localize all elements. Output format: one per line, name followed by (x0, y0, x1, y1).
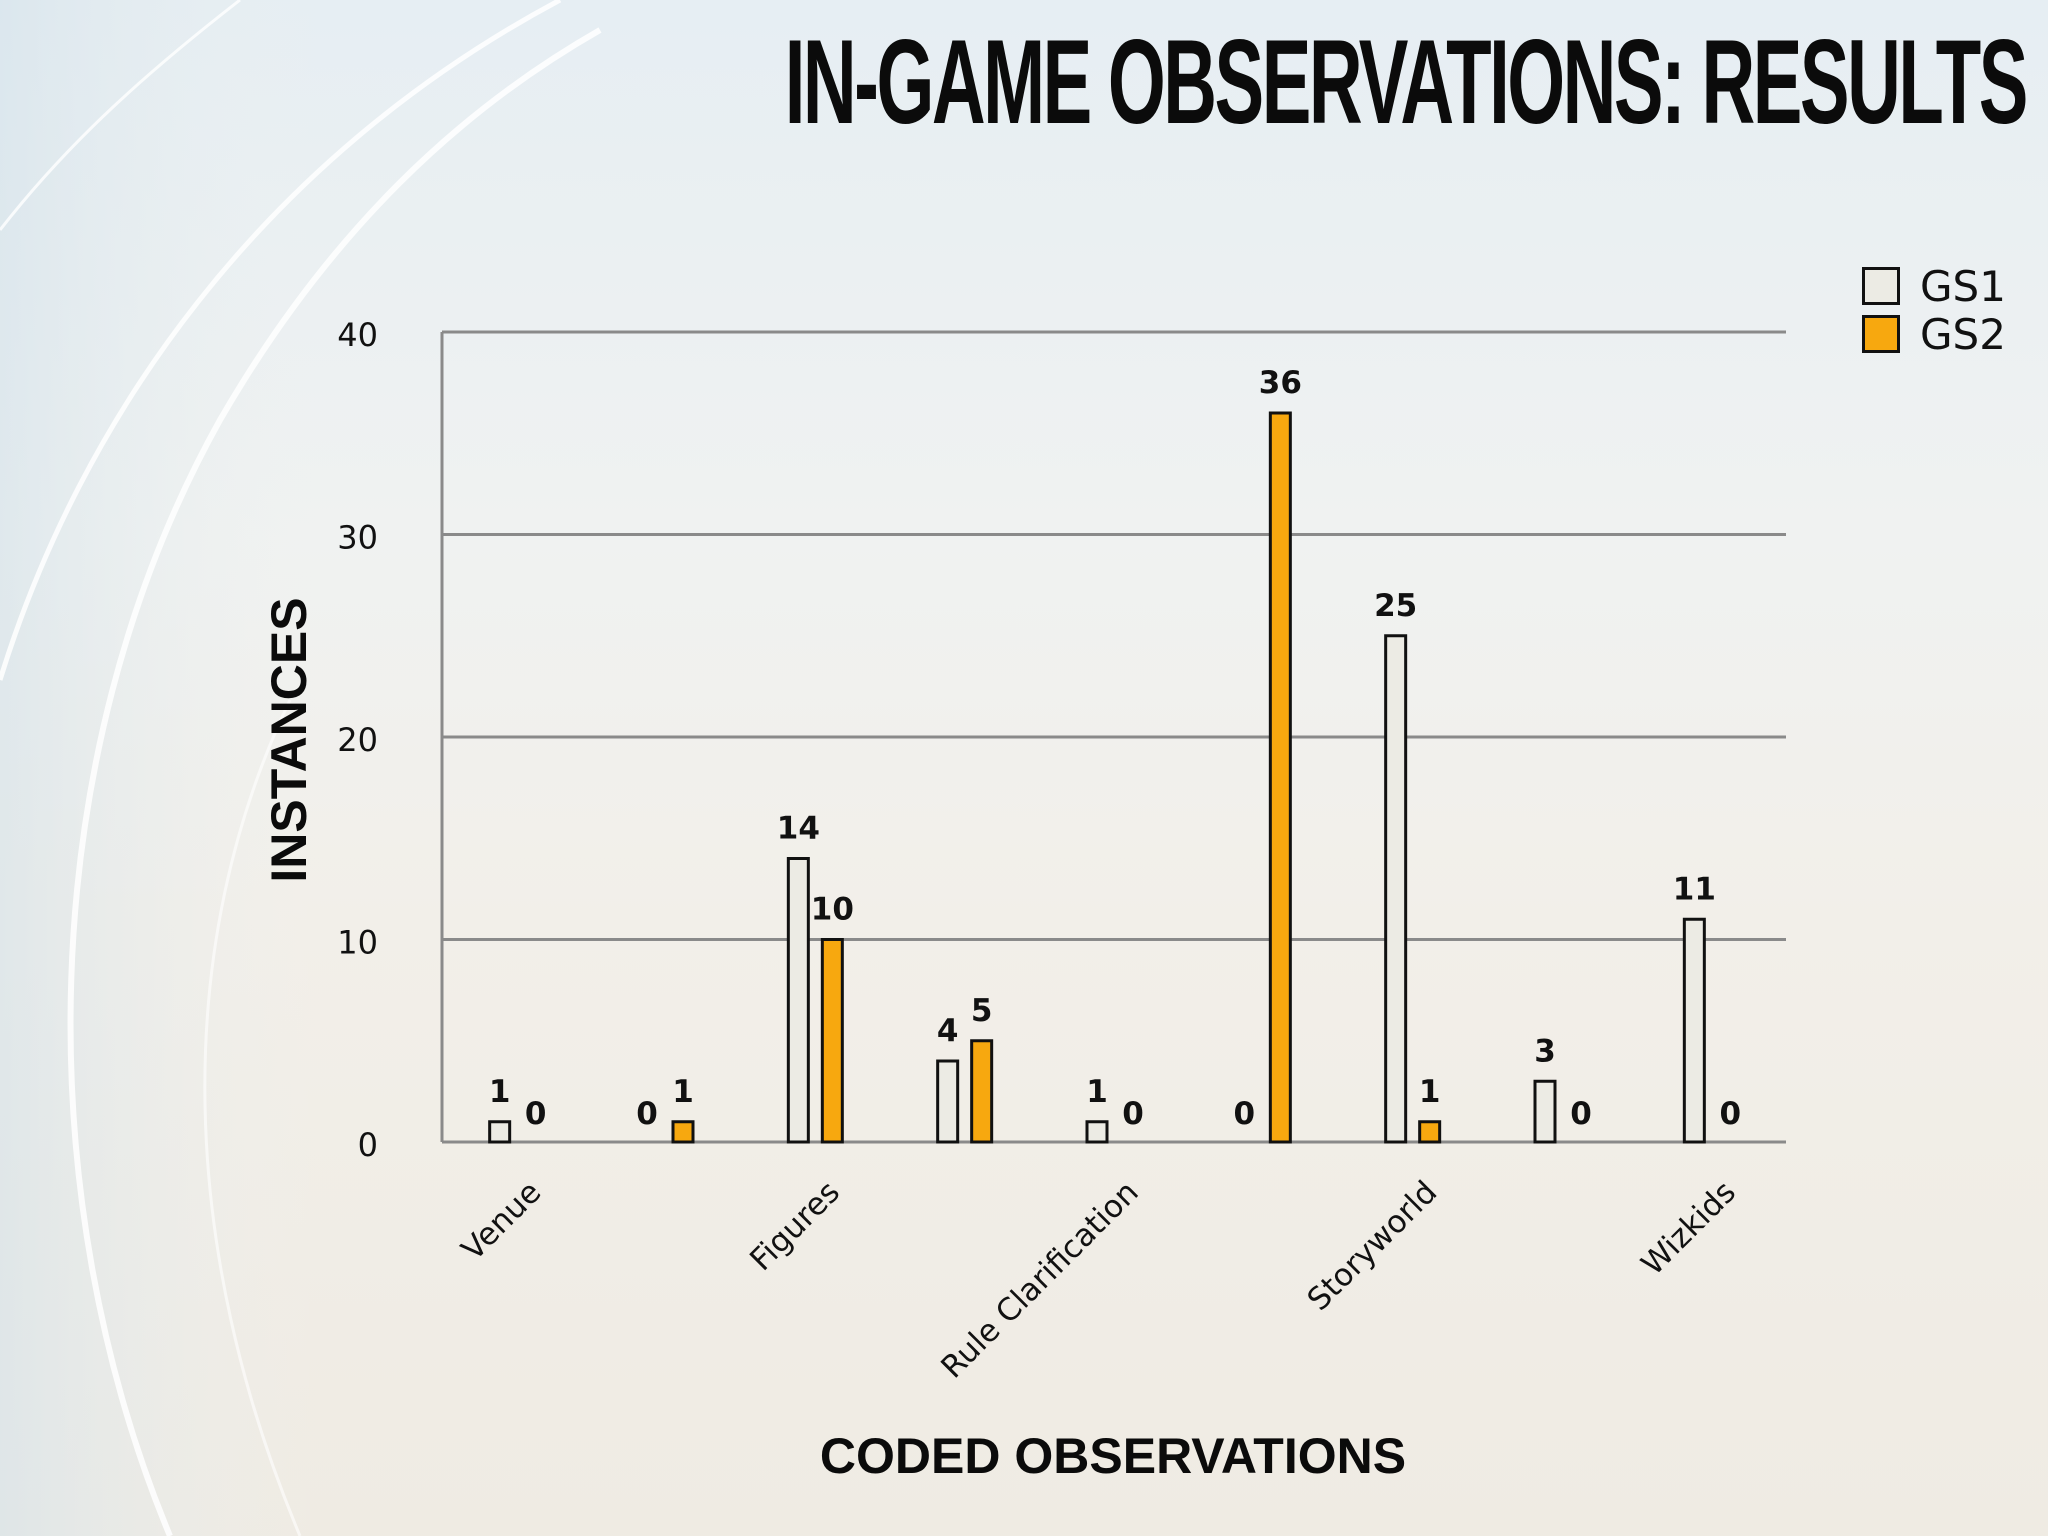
legend-swatch-gs2 (1862, 315, 1900, 353)
x-tick-label: Storyworld (1301, 1174, 1445, 1318)
data-label: 10 (811, 892, 854, 928)
data-label: 11 (1673, 871, 1716, 907)
y-tick-label: 0 (358, 1126, 378, 1164)
x-tick-label: Venue (455, 1174, 549, 1268)
data-label: 0 (1234, 1096, 1256, 1132)
y-tick-label: 30 (337, 519, 378, 557)
data-label: 0 (1122, 1096, 1144, 1132)
data-label: 0 (1720, 1096, 1742, 1132)
bar-gs1 (786, 857, 810, 1144)
data-label: 1 (1086, 1074, 1108, 1110)
y-tick-label: 40 (337, 316, 378, 354)
data-label: 0 (525, 1096, 547, 1132)
bar-gs2 (1268, 411, 1292, 1144)
data-label: 0 (636, 1096, 658, 1132)
bar-gs2 (970, 1039, 994, 1144)
y-tick-label: 20 (337, 721, 378, 759)
data-label: 1 (489, 1074, 511, 1110)
x-tick-label: Figures (743, 1174, 847, 1278)
y-tick-label: 10 (337, 924, 378, 962)
bar-gs1 (488, 1120, 512, 1144)
data-label: 25 (1374, 588, 1417, 624)
bar-gs1 (1533, 1079, 1557, 1144)
bar-gs1 (1085, 1120, 1109, 1144)
legend-label-gs2: GS2 (1920, 309, 2006, 359)
data-label: 36 (1259, 365, 1302, 401)
data-label: 1 (1419, 1074, 1441, 1110)
bar-gs2 (671, 1120, 695, 1144)
x-axis-title: CODED OBSERVATIONS (820, 1428, 1406, 1484)
y-axis-title: INSTANCES (261, 597, 317, 882)
data-label: 3 (1534, 1033, 1556, 1069)
chart-legend: GS1 GS2 (1862, 261, 2006, 359)
legend-item-gs1: GS1 (1862, 261, 2006, 311)
bar-gs2 (820, 938, 844, 1144)
data-label: 14 (777, 811, 820, 847)
x-tick-label: Rule Clarification (934, 1174, 1145, 1385)
data-label: 1 (672, 1074, 694, 1110)
bar-gs2 (1418, 1120, 1442, 1144)
x-tick-label: Wizkids (1635, 1174, 1743, 1282)
data-label: 0 (1570, 1096, 1592, 1132)
legend-item-gs2: GS2 (1862, 309, 2006, 359)
bar-gs1 (936, 1059, 960, 1144)
slide-title: IN-GAME OBSERVATIONS: RESULTS (784, 15, 2029, 149)
bar-gs1 (1384, 634, 1408, 1144)
bar-gs1 (1682, 917, 1706, 1144)
data-label: 4 (937, 1013, 959, 1049)
legend-swatch-gs1 (1862, 267, 1900, 305)
legend-label-gs1: GS1 (1920, 261, 2006, 311)
data-label: 5 (971, 993, 993, 1029)
